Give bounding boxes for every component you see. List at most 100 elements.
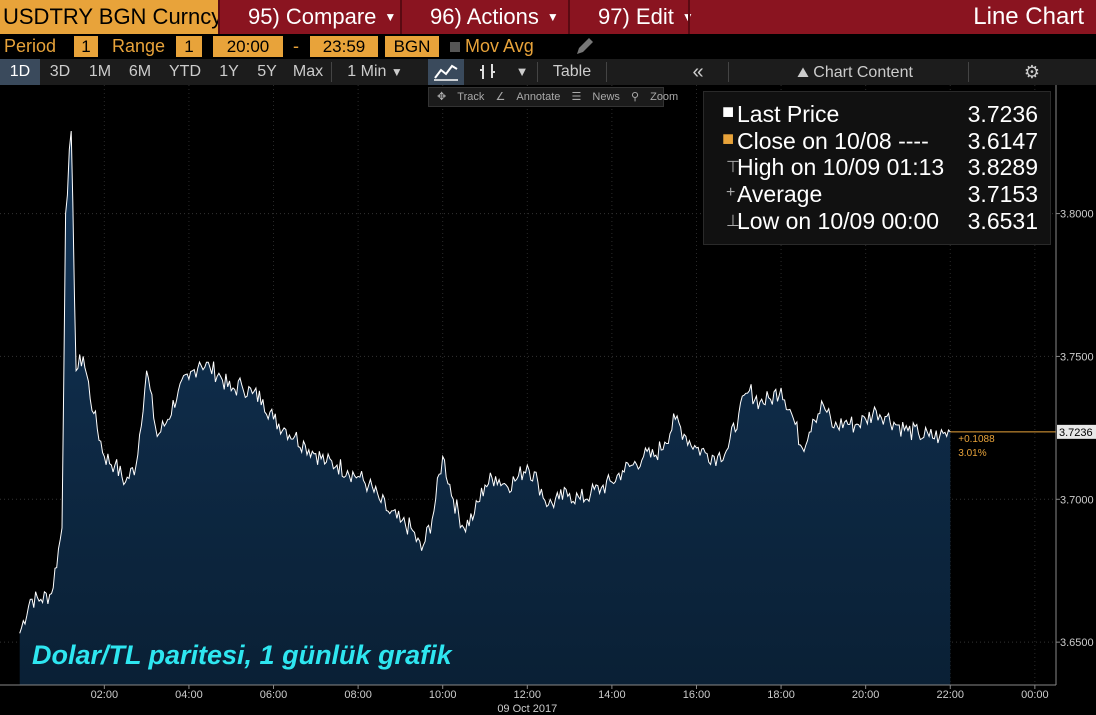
pencil-icon[interactable] (574, 37, 596, 57)
chart-area: +0.1088 3.01% 3.6500 3.7000 3.7500 3.8000 3.72… (0, 85, 1096, 715)
bar-chart-icon[interactable] (470, 59, 506, 85)
period-value-field[interactable]: 1 (74, 36, 98, 57)
low-marker-icon: ⊥ (726, 213, 740, 230)
annotate-label: Annotate (516, 91, 561, 103)
price-chart: +0.1088 3.01% 3.6500 3.7000 3.7500 3.8000 3.72… (0, 85, 1096, 715)
interval-dropdown[interactable]: 1 Min ▼ (336, 59, 414, 85)
period-row: Period 1 Range 1 20:00 - 23:59 BGN Mov A… (0, 34, 1096, 59)
source-field[interactable]: BGN (385, 36, 439, 57)
legend-label: Last Price (737, 101, 840, 127)
collapse-icon[interactable]: « (692, 61, 704, 83)
interval-label: 1 Min (347, 63, 387, 80)
toolbar: 1D 3D 1M 6M YTD 1Y 5Y Max 1 Min ▼ ▼ Tabl… (0, 59, 1096, 85)
x-tick-label: 00:00 (1021, 689, 1049, 701)
high-marker-icon: ⊤ (726, 159, 740, 176)
mov-avg-label: Mov Avg (465, 36, 534, 56)
chart-content-button[interactable]: ⛰ Chart Content (780, 59, 930, 85)
x-tick-label: 22:00 (936, 689, 964, 701)
divider (688, 0, 690, 34)
legend-value: 3.6147 (967, 128, 1038, 154)
ticker-field[interactable]: USDTRY BGN Curncy (0, 0, 218, 34)
range-5y-button[interactable]: 5Y (257, 63, 277, 80)
menu-bar: USDTRY BGN Curncy 95) Compare ▼ 96) Actio… (0, 0, 1096, 34)
last-price-tag-label: 3.7236 (1059, 427, 1093, 439)
average-marker-icon: + (726, 184, 736, 201)
range-value-field[interactable]: 1 (176, 36, 202, 57)
y-tick-label: 3.7500 (1060, 351, 1094, 363)
range-6m-button[interactable]: 6M (128, 63, 152, 80)
legend-last-price: ■ Last Price 3.7236 (704, 101, 1050, 127)
legend-high: ⊤ High on 10/09 01:13 3.8289 (704, 154, 1050, 180)
x-tick-label: 18:00 (767, 689, 795, 701)
legend-label: Close on 10/08 ---- (737, 128, 929, 154)
divider (968, 62, 969, 82)
x-tick-label: 12:00 (514, 689, 542, 701)
range-1y-button[interactable]: 1Y (219, 63, 239, 80)
end-time-field[interactable]: 23:59 (310, 36, 378, 57)
checkbox-icon (450, 42, 460, 52)
chevron-down-icon: ▼ (384, 10, 397, 24)
legend-value: 3.8289 (967, 154, 1038, 180)
x-tick-label: 06:00 (260, 689, 288, 701)
price-area (19, 131, 951, 685)
track-tool[interactable]: ✥ Track (437, 91, 485, 103)
zoom-tool[interactable]: ⚲ Zoom (630, 91, 679, 103)
change-label: +0.1088 (958, 434, 995, 445)
legend-label: Low on 10/09 00:00 (737, 208, 940, 234)
legend-low: ⊥ Low on 10/09 00:00 3.6531 (704, 208, 1050, 234)
x-tick-label: 10:00 (429, 689, 457, 701)
chart-tools-bar: ✥ Track ∠ Annotate ☰ News ⚲ Zoom (428, 87, 678, 107)
x-date-label: 09 Oct 2017 (497, 703, 557, 715)
y-tick-label: 3.8000 (1060, 209, 1094, 221)
edit-label: 97) Edit (598, 4, 674, 29)
time-separator: - (293, 36, 299, 56)
track-label: Track (457, 91, 485, 103)
range-max-button[interactable]: Max (292, 63, 324, 80)
chevron-down-icon: ▼ (546, 10, 559, 24)
x-tick-label: 14:00 (598, 689, 626, 701)
x-tick-label: 16:00 (683, 689, 711, 701)
x-tick-label: 02:00 (91, 689, 119, 701)
chevron-down-icon: ▼ (682, 10, 694, 24)
mov-avg-toggle[interactable]: Mov Avg (450, 34, 534, 59)
news-label: News (592, 91, 620, 103)
chevron-down-icon: ▼ (390, 65, 403, 79)
actions-label: 96) Actions (430, 4, 539, 29)
x-tick-label: 04:00 (175, 689, 203, 701)
legend-value: 3.7236 (967, 101, 1038, 127)
divider (606, 62, 607, 82)
chevron-down-icon[interactable]: ▼ (515, 64, 529, 79)
range-1d-button[interactable]: 1D (0, 59, 40, 85)
y-tick-label: 3.6500 (1060, 637, 1094, 649)
legend-panel: ■ Last Price 3.7236 ■ Close on 10/08 ---… (703, 91, 1051, 245)
legend-value: 3.7153 (967, 181, 1038, 207)
divider (537, 62, 538, 82)
start-time-field[interactable]: 20:00 (213, 36, 283, 57)
legend-value: 3.6531 (967, 208, 1038, 234)
chart-content-icon: ⛰ (797, 64, 809, 80)
divider (331, 62, 332, 82)
x-tick-label: 20:00 (852, 689, 880, 701)
change-percent: 3.01% (958, 448, 986, 459)
line-chart-icon[interactable] (428, 59, 464, 85)
x-tick-label: 08:00 (344, 689, 372, 701)
zoom-label: Zoom (650, 91, 679, 103)
news-tool[interactable]: ☰ News (571, 91, 620, 103)
divider (728, 62, 729, 82)
table-button[interactable]: Table (552, 63, 592, 80)
range-3d-button[interactable]: 3D (49, 63, 71, 80)
annotate-tool[interactable]: ∠ Annotate (495, 91, 561, 103)
chart-type-label: Line Chart (973, 3, 1084, 30)
compare-button[interactable]: 95) Compare ▼ (218, 0, 400, 34)
edit-button[interactable]: 97) Edit ▼ (568, 0, 694, 34)
actions-button[interactable]: 96) Actions ▼ (400, 0, 568, 34)
compare-label: 95) Compare (248, 4, 377, 29)
period-label: Period (4, 36, 57, 56)
range-label: Range (112, 36, 166, 56)
chart-caption: Dolar/TL paritesi, 1 günlük grafik (32, 640, 452, 670)
range-1m-button[interactable]: 1M (88, 63, 112, 80)
legend-close: ■ Close on 10/08 ---- 3.6147 (704, 128, 1050, 154)
last-price-tag (1057, 424, 1096, 439)
gear-icon[interactable]: ⚙ (1023, 62, 1041, 82)
range-ytd-button[interactable]: YTD (169, 63, 201, 80)
